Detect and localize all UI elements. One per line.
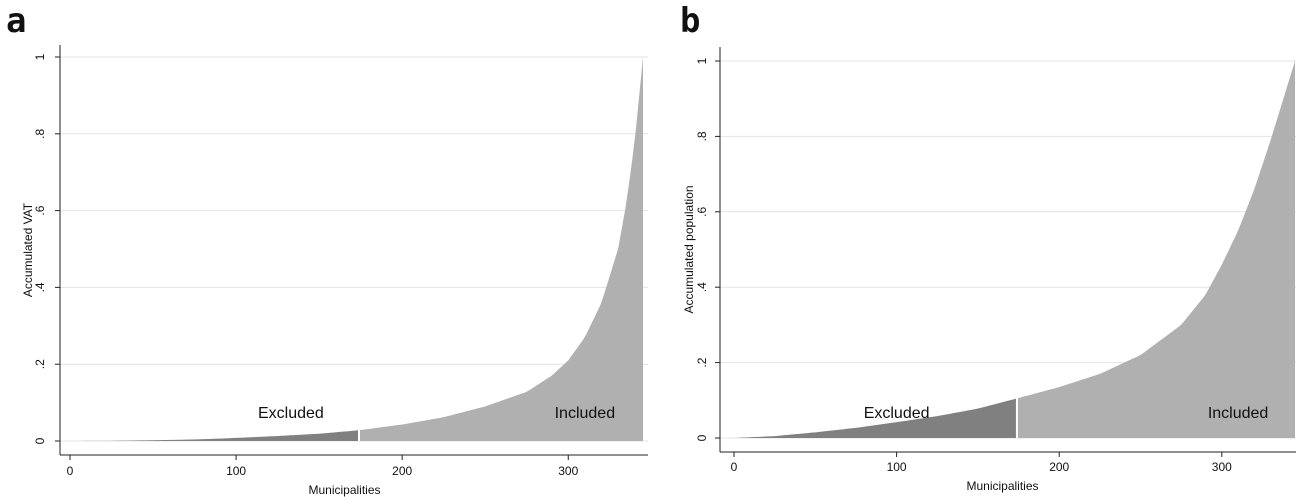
panel-a-letter: a — [6, 1, 27, 41]
y-tick-label: .4 — [33, 282, 47, 292]
y-tick-label: .8 — [695, 131, 709, 141]
chart-panel-a: 0 .2 .4 .6 .8 1 0 100 200 300 Municipalities Accumu… — [21, 45, 648, 497]
y-axis-title: Accumulated population — [682, 185, 696, 313]
excluded-area — [734, 398, 1017, 438]
x-tick-label: 300 — [558, 464, 578, 478]
y-tick-label: 0 — [33, 437, 47, 444]
y-tick-label: .6 — [695, 206, 709, 216]
y-tick-label: 1 — [695, 57, 709, 64]
y-tick-label: .2 — [695, 357, 709, 367]
included-area — [358, 57, 643, 441]
x-tick-label: 100 — [226, 464, 246, 478]
x-axis-title: Municipalities — [966, 479, 1038, 493]
y-tick-label: 1 — [33, 53, 47, 60]
x-tick-label: 0 — [67, 464, 74, 478]
included-annotation: Included — [1208, 405, 1269, 422]
y-tick-label: .8 — [33, 128, 47, 138]
y-tick-label: .6 — [33, 205, 47, 215]
excluded-area — [70, 430, 359, 441]
x-tick-label: 100 — [887, 460, 907, 474]
chart-panel-b: 0 .2 .4 .6 .8 1 0 100 200 300 Municipalities Accumu… — [682, 47, 1296, 493]
x-tick-label: 200 — [1049, 460, 1069, 474]
x-tick-label: 300 — [1212, 460, 1232, 474]
excluded-annotation: Excluded — [864, 405, 930, 422]
y-tick-label: .2 — [33, 359, 47, 369]
y-axis-title: Accumulated VAT — [21, 202, 35, 297]
x-tick-label: 200 — [392, 464, 412, 478]
y-tick-label: 0 — [695, 434, 709, 441]
panel-b-letter: b — [680, 1, 701, 41]
included-area — [1016, 61, 1295, 438]
y-tick-label: .4 — [695, 282, 709, 292]
included-annotation: Included — [555, 405, 616, 422]
excluded-annotation: Excluded — [258, 405, 324, 422]
x-axis-title: Municipalities — [308, 483, 380, 497]
x-tick-label: 0 — [731, 460, 738, 474]
